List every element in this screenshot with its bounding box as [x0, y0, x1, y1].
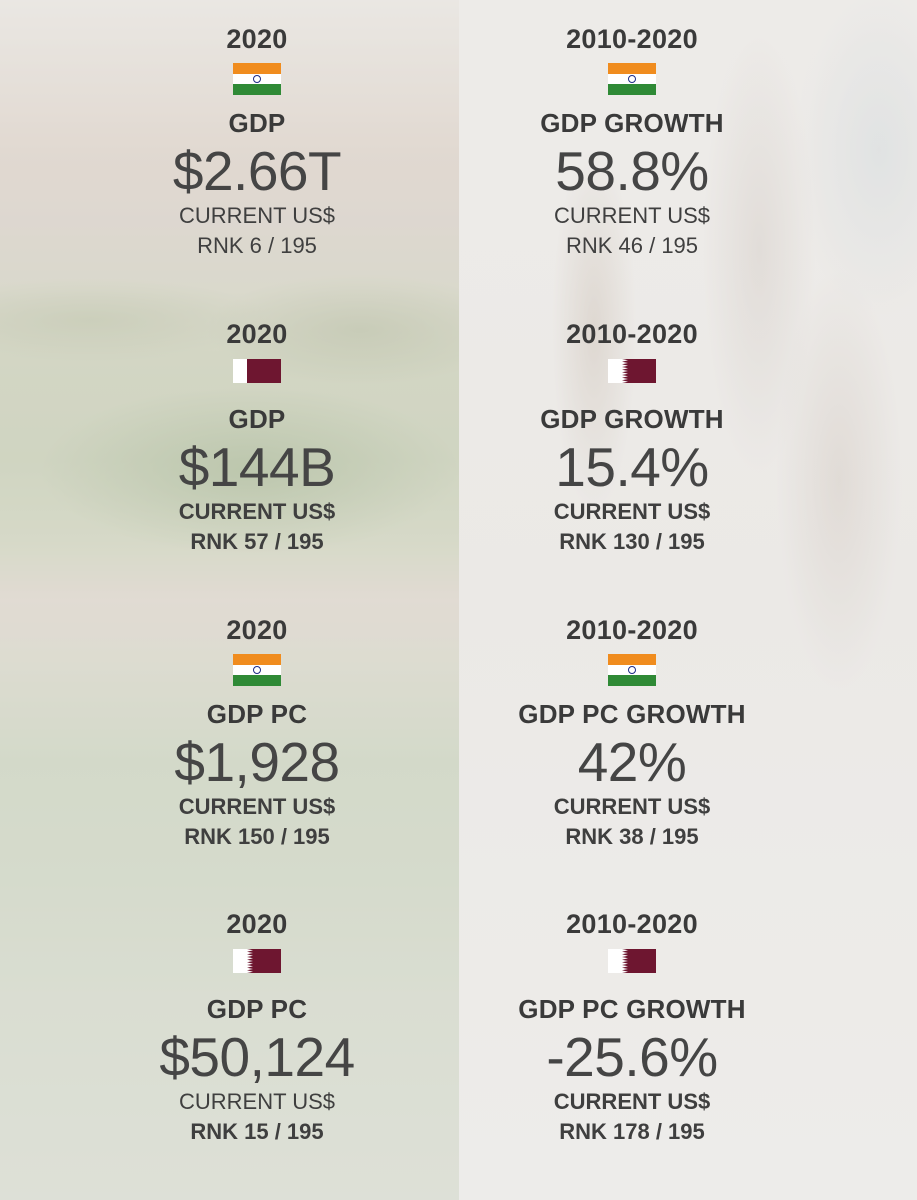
background-right-camel-photo	[459, 0, 917, 1200]
rank-label: RNK 178 / 195	[559, 1119, 705, 1144]
stat-card-qatar-gdp-growth: 2010-2020 GDP GROWTH 15.4% CURRENT US$ R…	[467, 317, 797, 557]
unit-label: CURRENT US$	[178, 1089, 336, 1114]
period-label: 2010-2020	[566, 909, 698, 939]
unit-label: CURRENT US$	[553, 203, 711, 228]
period-label: 2010-2020	[566, 615, 698, 645]
metric-label: GDP PC	[206, 994, 308, 1024]
india-flag-icon	[608, 654, 656, 686]
unit-label: CURRENT US$	[553, 794, 711, 819]
metric-value: $1,928	[174, 731, 340, 793]
metric-label: GDP GROWTH	[540, 108, 724, 138]
stat-card-qatar-gdp: 2020 GDP $144B CURRENT US$ RNK 57 / 195	[92, 317, 422, 557]
unit-label: CURRENT US$	[178, 499, 336, 524]
period-label: 2020	[226, 24, 288, 54]
period-label: 2010-2020	[566, 24, 698, 54]
metric-label: GDP PC GROWTH	[518, 994, 746, 1024]
rank-label: RNK 6 / 195	[197, 233, 317, 258]
rank-label: RNK 57 / 195	[190, 529, 324, 554]
metric-label: GDP PC GROWTH	[518, 699, 746, 729]
unit-label: CURRENT US$	[553, 499, 711, 524]
stat-card-qatar-gdp-pc-growth: 2010-2020 GDP PC GROWTH -25.6% CURRENT U…	[467, 907, 797, 1147]
background-left-landscape	[0, 0, 459, 1200]
metric-value: $144B	[178, 436, 336, 498]
stat-card-qatar-gdp-pc: 2020 GDP PC $50,124 CURRENT US$ RNK 15 /…	[92, 907, 422, 1147]
metric-value: $50,124	[159, 1026, 355, 1088]
rank-label: RNK 150 / 195	[184, 824, 330, 849]
metric-value: $2.66T	[172, 140, 342, 202]
metric-value: 42%	[577, 731, 687, 793]
qatar-flag-icon	[233, 359, 281, 383]
period-label: 2020	[226, 615, 288, 645]
india-flag-icon	[233, 63, 281, 95]
unit-label: CURRENT US$	[553, 1089, 711, 1114]
metric-value: -25.6%	[546, 1026, 718, 1088]
rank-label: RNK 130 / 195	[559, 529, 705, 554]
metric-value: 58.8%	[555, 140, 709, 202]
qatar-flag-icon	[608, 359, 656, 383]
qatar-flag-icon	[608, 949, 656, 973]
rank-label: RNK 15 / 195	[190, 1119, 324, 1144]
stat-card-india-gdp-growth: 2010-2020 GDP GROWTH 58.8% CURRENT US$ R…	[467, 22, 797, 261]
stat-card-india-gdp-pc: 2020 GDP PC $1,928 CURRENT US$ RNK 150 /…	[92, 613, 422, 852]
period-label: 2020	[226, 319, 288, 349]
metric-value: 15.4%	[555, 436, 709, 498]
qatar-flag-icon	[233, 949, 281, 973]
india-flag-icon	[233, 654, 281, 686]
metric-label: GDP GROWTH	[540, 404, 724, 434]
india-flag-icon	[608, 63, 656, 95]
unit-label: CURRENT US$	[178, 794, 336, 819]
rank-label: RNK 46 / 195	[565, 233, 699, 258]
unit-label: CURRENT US$	[178, 203, 336, 228]
rank-label: RNK 38 / 195	[565, 824, 699, 849]
period-label: 2020	[226, 909, 288, 939]
metric-label: GDP	[228, 108, 286, 138]
period-label: 2010-2020	[566, 319, 698, 349]
metric-label: GDP PC	[206, 699, 308, 729]
stat-card-india-gdp-pc-growth: 2010-2020 GDP PC GROWTH 42% CURRENT US$ …	[467, 613, 797, 852]
metric-label: GDP	[228, 404, 286, 434]
stat-card-india-gdp: 2020 GDP $2.66T CURRENT US$ RNK 6 / 195	[92, 22, 422, 261]
